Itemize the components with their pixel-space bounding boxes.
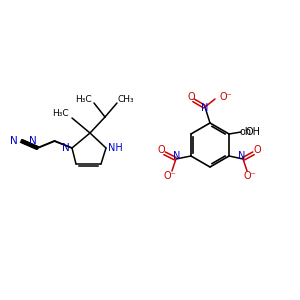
Text: O: O [253,145,261,155]
Text: N: N [29,136,37,146]
Text: NH: NH [108,143,123,153]
Text: N: N [201,103,209,113]
Text: H₃C: H₃C [52,110,69,118]
Text: CH₃: CH₃ [118,94,135,103]
Text: OH: OH [245,127,260,137]
Text: H₃C: H₃C [75,94,92,103]
Text: O⁻: O⁻ [244,171,256,181]
Text: N: N [173,151,181,161]
Text: O: O [157,145,165,155]
Text: oh: oh [240,127,252,137]
Text: O⁻: O⁻ [164,171,176,181]
Text: N: N [10,136,18,146]
Text: N: N [62,143,70,153]
Text: O: O [187,92,195,102]
Text: N: N [238,151,246,161]
Text: O⁻: O⁻ [220,92,233,102]
